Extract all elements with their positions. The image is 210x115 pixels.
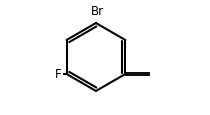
Text: F: F — [55, 68, 62, 81]
Text: Br: Br — [91, 5, 104, 18]
